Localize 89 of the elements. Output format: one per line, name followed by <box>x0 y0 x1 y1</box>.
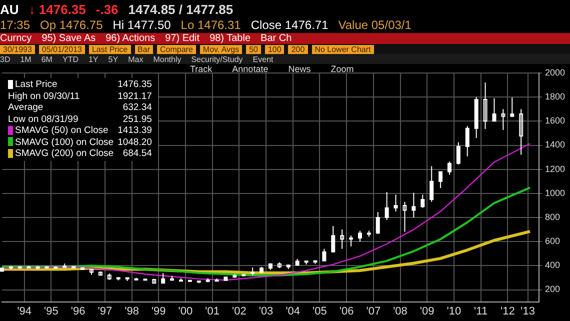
x-tick-label: '10 <box>446 305 462 318</box>
text: Op 1476.75 <box>40 18 103 32</box>
text: Close 1476.71 <box>250 18 328 32</box>
annotation: Low on 08/31/99 <box>7 114 80 125</box>
text: News <box>288 64 311 74</box>
legend-label: SMAVG (200) on Close <box>14 148 115 160</box>
text: 200 <box>288 44 308 54</box>
x-tick-label: '04 <box>286 305 300 318</box>
text: Mov. Avgs <box>200 44 242 54</box>
text: 1474.85 / 1477.85 <box>128 2 234 17</box>
x-tick-label: '08 <box>393 305 408 318</box>
legend-label: SMAVG (100) on Close <box>14 136 115 148</box>
text: 1Y <box>88 54 98 64</box>
y-tick-label: 1000 <box>544 188 566 198</box>
text: Track <box>190 64 212 74</box>
text: 30/1993 <box>0 44 35 54</box>
y-tick-label: 800 <box>544 212 560 222</box>
text: Zoom <box>330 64 354 74</box>
candlestick <box>483 82 488 130</box>
y-tick-label: 2000 <box>544 67 566 78</box>
y-tick-label: 1200 <box>544 164 566 174</box>
annotation: 1413.39 <box>116 125 153 136</box>
candlestick <box>501 108 506 130</box>
x-tick-label: '01 <box>205 305 220 318</box>
text: Bar <box>134 44 153 54</box>
text: 50 <box>246 44 261 54</box>
text: Lo 1476.31 <box>180 18 241 32</box>
annotation: 632.34 <box>122 102 153 114</box>
candlestick <box>402 201 407 232</box>
text: -.36 <box>96 2 118 17</box>
text: Max <box>128 54 144 64</box>
text: Event <box>252 54 274 64</box>
legend-label: Last Price <box>14 79 58 90</box>
text: 1M <box>20 54 32 64</box>
y-tick-label: 1400 <box>544 140 566 150</box>
text: Hi 1477.50 <box>112 18 171 32</box>
text: 6M <box>41 54 52 64</box>
x-tick-label: '97 <box>98 305 112 318</box>
text: Monthly <box>153 54 182 64</box>
x-tick-label: '94 <box>17 305 32 318</box>
annotation: 251.95 <box>122 114 153 125</box>
text: Curncy <box>0 33 32 44</box>
text: YTD <box>62 54 78 64</box>
text: 100 <box>264 44 284 54</box>
x-tick-label: '95 <box>44 305 58 318</box>
x-tick-label: '98 <box>124 305 139 318</box>
x-tick-label: '06 <box>339 305 354 318</box>
text: 05/01/2013 <box>38 44 85 54</box>
x-tick-label: '07 <box>366 305 381 318</box>
x-tick-label: '05 <box>312 305 327 318</box>
text: Security/Study <box>191 54 243 64</box>
text: 97) Edit <box>165 33 200 44</box>
y-tick-label: 600 <box>544 236 560 246</box>
x-tick-label: '99 <box>151 305 166 318</box>
text: AU <box>0 2 19 17</box>
text: 17:35 <box>0 18 30 32</box>
x-tick-label: '11 <box>474 305 488 318</box>
text: 96) Actions <box>106 33 156 44</box>
annotation: High on 09/30/11 <box>7 90 81 102</box>
annotation: 1476.35 <box>116 79 153 90</box>
annotation: Average <box>7 102 44 114</box>
candlestick <box>519 108 524 156</box>
x-tick-label: '02 <box>232 305 246 318</box>
annotation: 1048.20 <box>116 136 153 148</box>
annotation: 684.54 <box>122 148 153 160</box>
x-tick-label: '96 <box>70 305 86 318</box>
text: 5Y <box>108 54 118 64</box>
text: Last Price <box>88 44 131 54</box>
y-tick-label: 1800 <box>544 92 566 102</box>
text: 95) Save As <box>42 33 96 44</box>
x-tick-label: '13 <box>520 305 535 318</box>
legend-label: SMAVG (50) on Close <box>14 125 110 136</box>
y-tick-label: 200 <box>544 284 560 294</box>
x-tick-label: '12 <box>500 305 515 318</box>
x-tick-label: '09 <box>420 305 434 318</box>
candlestick <box>340 229 344 250</box>
text: ↓ 1476.35 <box>28 2 86 17</box>
x-tick-label: '03 <box>258 305 274 318</box>
y-tick-label: 400 <box>544 260 560 270</box>
text: Value 05/03/1 <box>338 18 412 32</box>
text: 98) Table <box>210 33 251 44</box>
text: Bar Ch <box>260 33 292 44</box>
annotation: 1921.17 <box>116 90 153 102</box>
text: 3D <box>0 54 10 64</box>
text: Compare <box>157 44 196 54</box>
y-tick-label: 1600 <box>544 116 566 126</box>
x-tick-label: '00 <box>178 305 193 318</box>
text: No Lower Chart <box>312 44 374 54</box>
text: Annotate <box>232 64 268 74</box>
